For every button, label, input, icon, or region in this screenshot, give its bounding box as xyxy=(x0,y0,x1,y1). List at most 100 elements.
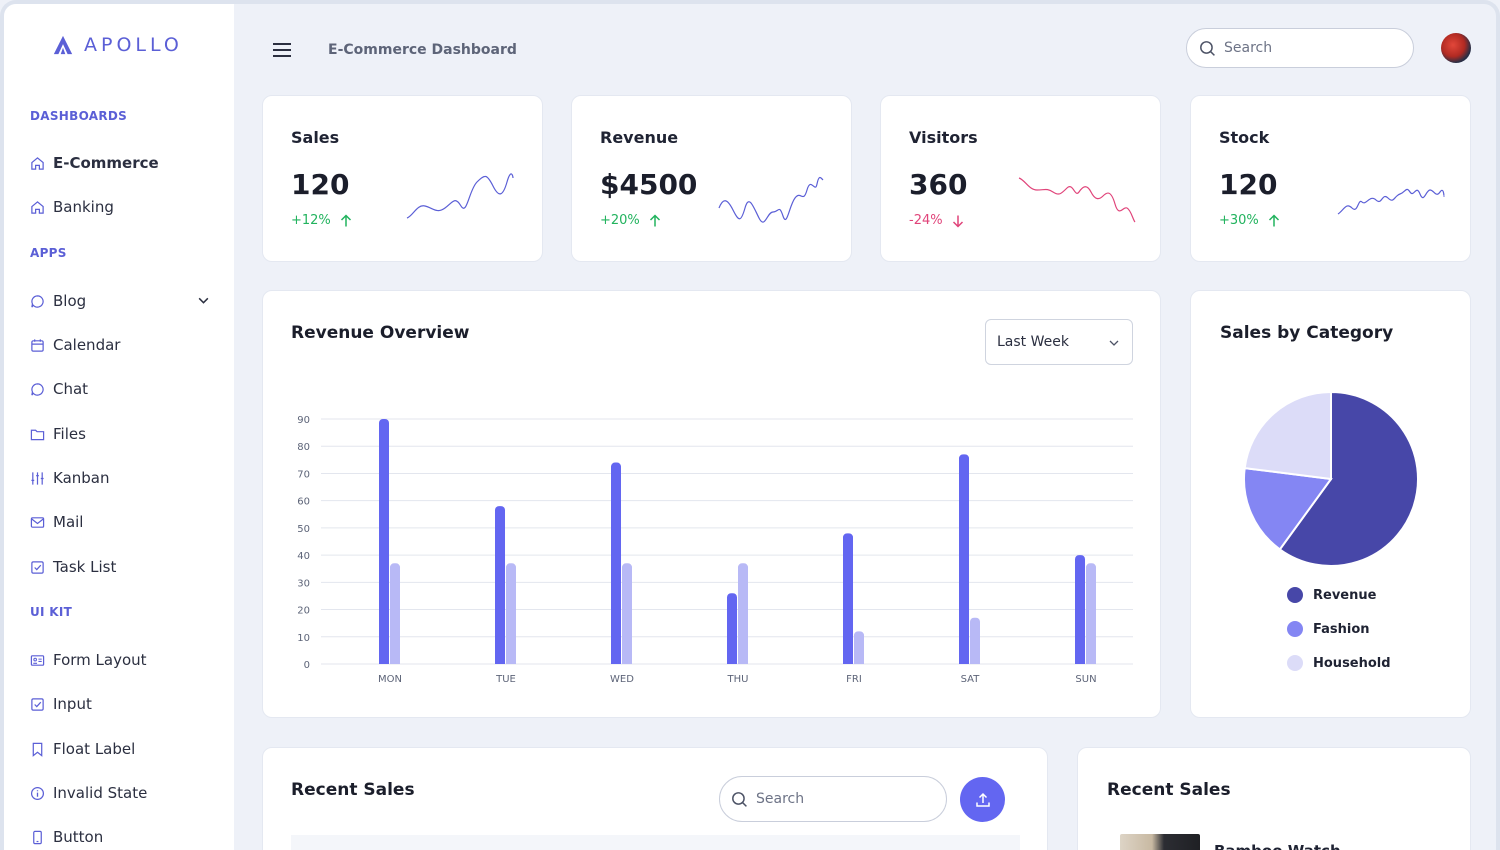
home-icon xyxy=(31,200,44,214)
bar-fri-series1[interactable] xyxy=(843,533,853,664)
recent-sales-search-input[interactable] xyxy=(756,791,916,807)
sidebar-item-float-label[interactable]: Float Label xyxy=(30,736,210,762)
id-card-icon xyxy=(30,654,45,666)
section-label-apps: APPS xyxy=(30,246,67,260)
sidebar-item-blog[interactable]: Blog xyxy=(30,288,210,314)
pie-slice-fashion[interactable] xyxy=(1243,466,1333,551)
logo[interactable]: APOLLO xyxy=(52,34,183,56)
legend-label: Revenue xyxy=(1313,587,1377,603)
arrow-down-icon xyxy=(952,215,963,228)
sidebar-item-label: Button xyxy=(53,828,104,846)
stat-title: Revenue xyxy=(600,128,679,147)
sidebar-item-task-list[interactable]: Task List xyxy=(30,554,210,580)
pie-slice-revenue[interactable] xyxy=(1278,390,1419,567)
chat-bubble-icon xyxy=(31,294,44,308)
logo-mark-icon xyxy=(53,35,73,55)
period-dropdown[interactable]: Last Week xyxy=(985,319,1133,365)
sidebar-item-label: Input xyxy=(53,695,92,713)
menu-icon[interactable] xyxy=(272,42,292,58)
sparkline xyxy=(1018,177,1136,223)
info-circle-icon xyxy=(30,786,45,800)
x-tick-label: THU xyxy=(727,674,749,685)
legend-label: Household xyxy=(1313,655,1391,671)
sidebar-item-label: Task List xyxy=(53,558,117,576)
legend-swatch xyxy=(1287,655,1303,671)
bar-sun-series2[interactable] xyxy=(1086,563,1096,664)
recent-sales-search[interactable] xyxy=(719,776,947,822)
bar-base xyxy=(379,660,389,664)
search-icon xyxy=(732,791,747,807)
sidebar-item-label: Files xyxy=(53,425,86,443)
product-name[interactable]: Bamboo Watch xyxy=(1214,842,1341,850)
recent-sales-card: Recent Sales xyxy=(262,747,1048,850)
page-title: E-Commerce Dashboard xyxy=(328,42,517,58)
bar-base xyxy=(495,660,505,664)
sidebar-item-ecommerce[interactable]: E-Commerce xyxy=(30,150,210,176)
section-label-dashboards: DASHBOARDS xyxy=(30,109,128,123)
sidebar-item-button[interactable]: Button xyxy=(30,824,210,850)
x-tick-label: MON xyxy=(378,674,402,685)
sidebar-item-kanban[interactable]: Kanban xyxy=(30,465,210,491)
avatar[interactable] xyxy=(1441,33,1471,63)
bar-mon-series2[interactable] xyxy=(390,563,400,664)
sidebar-item-label: E-Commerce xyxy=(53,154,159,172)
bar-sat-series2[interactable] xyxy=(970,617,980,664)
y-tick-label: 50 xyxy=(297,524,310,535)
pie-slice-household[interactable] xyxy=(1243,390,1332,481)
y-tick-label: 0 xyxy=(304,660,310,671)
stat-change: +12% xyxy=(291,213,353,228)
bookmark-icon xyxy=(32,742,43,757)
sidebar-item-mail[interactable]: Mail xyxy=(30,509,210,535)
legend-item-revenue: Revenue xyxy=(1287,587,1376,603)
y-tick-label: 90 xyxy=(297,415,310,426)
stat-card-stock: Stock 120 +30% xyxy=(1190,95,1471,262)
bar-sat-series1[interactable] xyxy=(959,454,969,664)
arrow-up-icon xyxy=(1268,213,1279,226)
sidebar-item-banking[interactable]: Banking xyxy=(30,194,210,220)
bar-wed-series2[interactable] xyxy=(622,563,632,664)
stat-title: Visitors xyxy=(909,128,978,147)
bar-base xyxy=(506,660,516,664)
legend-swatch xyxy=(1287,587,1303,603)
bar-base xyxy=(727,660,737,664)
x-tick-label: WED xyxy=(610,674,634,685)
sidebar-item-calendar[interactable]: Calendar xyxy=(30,332,210,358)
mail-icon xyxy=(30,516,45,528)
chevron-down-icon[interactable] xyxy=(197,294,210,307)
mobile-icon xyxy=(33,830,42,844)
bar-wed-series1[interactable] xyxy=(611,462,621,664)
y-tick-label: 70 xyxy=(297,469,310,480)
bar-thu-series1[interactable] xyxy=(727,593,737,664)
sidebar-item-input[interactable]: Input xyxy=(30,691,210,717)
bar-tue-series1[interactable] xyxy=(495,506,505,664)
bar-base xyxy=(611,660,621,664)
stat-value: 360 xyxy=(909,168,968,201)
bar-thu-series2[interactable] xyxy=(738,563,748,664)
sidebar-item-form-layout[interactable]: Form Layout xyxy=(30,647,210,673)
x-tick-label: FRI xyxy=(846,674,862,685)
search-input[interactable] xyxy=(1224,40,1384,56)
sidebar-item-label: Blog xyxy=(53,292,87,310)
sidebar-item-files[interactable]: Files xyxy=(30,421,210,447)
folder-icon xyxy=(30,429,45,440)
checkbox-icon xyxy=(31,560,44,574)
home-icon xyxy=(31,156,44,170)
bar-mon-series1[interactable] xyxy=(379,419,389,664)
bar-base xyxy=(1075,660,1085,664)
y-tick-label: 20 xyxy=(297,606,310,617)
stat-value: $4500 xyxy=(600,168,698,201)
bar-sun-series1[interactable] xyxy=(1075,555,1085,664)
sidebar-item-chat[interactable]: Chat xyxy=(30,376,210,402)
sidebar: APOLLO DASHBOARDS E-Commerce Banking APP… xyxy=(4,4,234,850)
checkbox-icon xyxy=(31,697,44,711)
sidebar-item-label: Chat xyxy=(53,380,89,398)
header-search[interactable] xyxy=(1186,28,1414,68)
sparkline xyxy=(1337,188,1445,215)
bar-tue-series2[interactable] xyxy=(506,563,516,664)
sidebar-item-invalid-state[interactable]: Invalid State xyxy=(30,780,210,806)
sales-by-category-title: Sales by Category xyxy=(1220,323,1394,343)
sidebar-item-label: Float Label xyxy=(53,740,136,758)
bar-fri-series2[interactable] xyxy=(854,631,864,664)
upload-button[interactable] xyxy=(960,777,1005,822)
